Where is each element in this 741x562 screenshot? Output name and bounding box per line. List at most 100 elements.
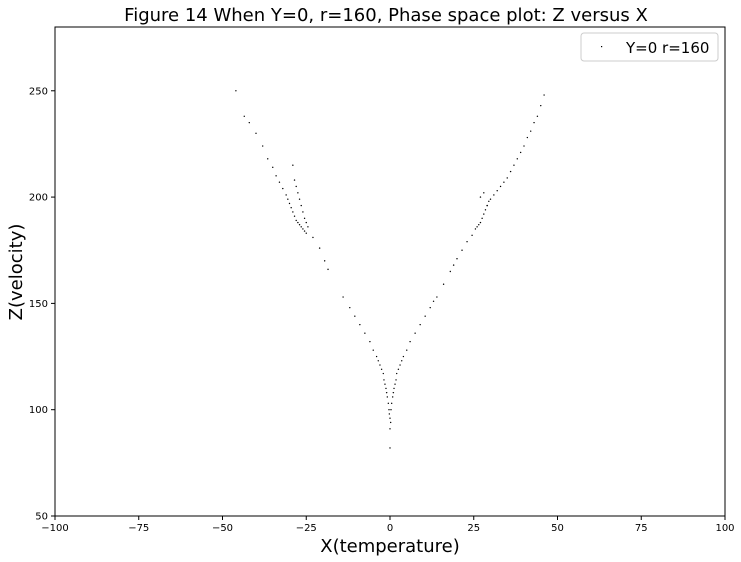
scatter-point bbox=[432, 300, 435, 302]
scatter-point bbox=[390, 402, 393, 405]
scatter-point bbox=[509, 170, 512, 173]
scatter-point bbox=[540, 104, 542, 107]
scatter-point bbox=[392, 391, 395, 394]
scatter-point bbox=[496, 190, 498, 192]
scatter-point bbox=[406, 349, 408, 351]
scatter-point bbox=[486, 204, 488, 207]
scatter-point bbox=[390, 408, 392, 411]
scatter-point bbox=[396, 372, 398, 375]
scatter-point bbox=[262, 145, 264, 147]
plot-area bbox=[54, 26, 726, 517]
y-tick-label: 200 bbox=[29, 193, 48, 204]
scatter-point bbox=[364, 332, 366, 334]
scatter-point bbox=[476, 226, 478, 228]
scatter-point bbox=[387, 402, 390, 405]
y-tick-label: 100 bbox=[29, 405, 48, 416]
scatter-point bbox=[429, 306, 431, 309]
scatter-point bbox=[380, 368, 383, 370]
scatter-point bbox=[393, 387, 395, 390]
scatter-point bbox=[287, 198, 289, 200]
scatter-point bbox=[290, 207, 292, 209]
scatter-point bbox=[288, 202, 291, 205]
scatter-point bbox=[385, 391, 388, 394]
scatter-point bbox=[530, 130, 532, 132]
x-tick-label: 0 bbox=[387, 523, 393, 534]
scatter-point bbox=[479, 196, 482, 198]
scatter-point bbox=[452, 264, 455, 266]
scatter-point bbox=[293, 179, 296, 181]
scatter-point bbox=[293, 215, 296, 217]
scatter-point bbox=[399, 364, 401, 366]
scatter-point bbox=[312, 236, 314, 239]
scatter-point bbox=[359, 323, 361, 326]
scatter-point bbox=[516, 158, 518, 160]
scatter-point bbox=[278, 181, 281, 183]
scatter-point bbox=[436, 296, 438, 298]
x-tick-label: −75 bbox=[128, 523, 149, 534]
scatter-point bbox=[449, 270, 451, 273]
scatter-point bbox=[248, 121, 250, 124]
scatter-point bbox=[377, 360, 379, 362]
scatter-point bbox=[389, 447, 391, 449]
scatter-point bbox=[442, 283, 445, 285]
scatter-point bbox=[461, 249, 463, 251]
y-tick-label: 50 bbox=[35, 512, 48, 523]
x-axis-label: X(temperature) bbox=[320, 536, 460, 557]
x-tick-label: 75 bbox=[635, 523, 648, 534]
x-tick-label: −50 bbox=[212, 523, 233, 534]
scatter-point bbox=[307, 226, 309, 228]
scatter-point bbox=[489, 198, 492, 200]
scatter-point bbox=[419, 323, 421, 326]
scatter-point bbox=[481, 217, 483, 220]
scatter-point bbox=[474, 228, 477, 230]
scatter-point bbox=[285, 194, 287, 196]
scatter-point bbox=[272, 166, 274, 169]
scatter-point bbox=[302, 228, 304, 230]
x-axis: −100 −75 −50 −25 0 25 50 75 100 bbox=[41, 516, 735, 534]
scatter-point bbox=[543, 94, 545, 96]
scatter-points bbox=[235, 90, 545, 449]
scatter-point bbox=[323, 260, 326, 262]
legend: Y=0 r=160 bbox=[580, 32, 719, 62]
scatter-point bbox=[295, 185, 297, 188]
scatter-point bbox=[292, 164, 294, 166]
scatter-point bbox=[397, 368, 400, 370]
legend-box bbox=[580, 32, 719, 62]
scatter-point bbox=[483, 192, 485, 194]
scatter-point bbox=[386, 396, 389, 398]
x-tick-label: 25 bbox=[467, 523, 480, 534]
scatter-point bbox=[302, 211, 304, 213]
scatter-point bbox=[282, 187, 284, 190]
scatter-point bbox=[488, 200, 490, 203]
scatter-point bbox=[382, 372, 384, 375]
scatter-point bbox=[483, 213, 485, 215]
scatter-point bbox=[384, 383, 386, 385]
scatter-point bbox=[526, 136, 529, 139]
scatter-point bbox=[372, 349, 374, 351]
scatter-point bbox=[389, 421, 392, 424]
scatter-point bbox=[466, 241, 468, 243]
scatter-point bbox=[295, 219, 297, 222]
scatter-point bbox=[300, 204, 302, 207]
scatter-point bbox=[513, 164, 515, 166]
scatter-point bbox=[536, 115, 539, 117]
scatter-point bbox=[409, 340, 411, 343]
scatter-point bbox=[342, 296, 344, 298]
scatter-point bbox=[388, 413, 391, 415]
scatter-point bbox=[298, 224, 301, 226]
scatter-point bbox=[479, 221, 482, 224]
scatter-point bbox=[318, 247, 321, 249]
x-tick-label: −25 bbox=[296, 523, 317, 534]
scatter-point bbox=[401, 360, 403, 362]
y-tick-label: 250 bbox=[29, 86, 48, 97]
scatter-point bbox=[478, 224, 480, 226]
y-axis-label: Z(velocity) bbox=[6, 224, 27, 321]
scatter-point bbox=[327, 268, 329, 271]
scatter-point bbox=[383, 379, 385, 381]
scatter-point bbox=[503, 181, 505, 183]
scatter-point bbox=[402, 355, 405, 358]
scatter-point bbox=[493, 194, 495, 196]
scatter-point bbox=[395, 379, 397, 381]
scatter-point bbox=[303, 230, 306, 232]
scatter-point bbox=[303, 217, 306, 220]
